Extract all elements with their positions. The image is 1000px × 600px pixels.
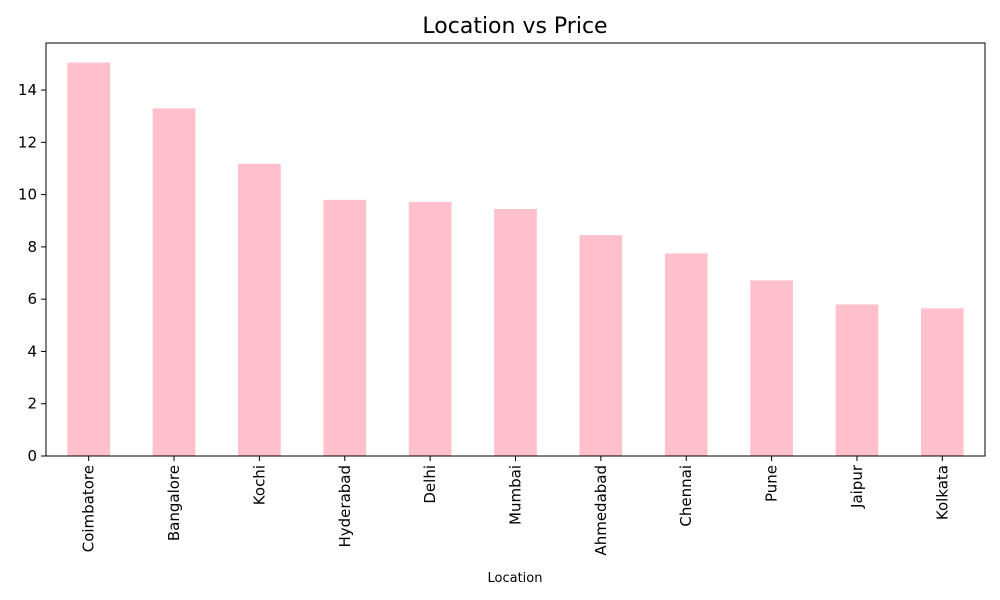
x-tick-label: Ahmedabad	[592, 465, 610, 556]
x-axis: Coimbatore Bangalore Kochi Hyderabad Delhi Mu…	[80, 456, 951, 556]
bars-group	[67, 62, 964, 457]
bar-mumbai	[494, 208, 537, 456]
x-tick-label: Bangalore	[165, 465, 183, 541]
bar-hyderabad	[323, 199, 367, 456]
y-axis: 0 2 4 6 8 10 12 14	[18, 81, 46, 465]
y-tick-label: 6	[27, 290, 37, 308]
x-tick-label: Jaipur	[848, 464, 866, 509]
bar-ahmedabad	[579, 235, 623, 456]
bar-coimbatore	[67, 62, 111, 456]
y-tick-label: 14	[18, 81, 37, 99]
x-tick-label: Coimbatore	[80, 465, 98, 552]
x-tick-label: Chennai	[677, 465, 695, 527]
y-tick-label: 12	[18, 133, 37, 151]
bar-pune	[750, 280, 793, 456]
bar-kolkata	[920, 308, 964, 456]
x-tick-label: Pune	[763, 465, 781, 502]
x-tick-label: Delhi	[421, 465, 439, 504]
x-tick-label: Mumbai	[507, 465, 525, 525]
bar-bangalore	[152, 108, 196, 457]
chart-title: Location vs Price	[422, 14, 607, 39]
x-tick-label: Hyderabad	[336, 465, 354, 548]
bar-chennai	[664, 253, 708, 456]
bar-delhi	[408, 201, 452, 456]
y-tick-label: 0	[27, 447, 37, 465]
y-tick-label: 4	[27, 342, 37, 360]
x-tick-label: Kochi	[250, 465, 268, 505]
bar-jaipur	[835, 304, 879, 456]
y-tick-label: 8	[27, 238, 37, 256]
y-tick-label: 10	[18, 186, 37, 204]
y-tick-label: 2	[27, 395, 37, 413]
x-axis-label: Location	[488, 571, 543, 586]
x-tick-label: Kolkata	[933, 465, 951, 520]
plot-area-frame	[45, 42, 986, 457]
bar-kochi	[238, 163, 281, 456]
